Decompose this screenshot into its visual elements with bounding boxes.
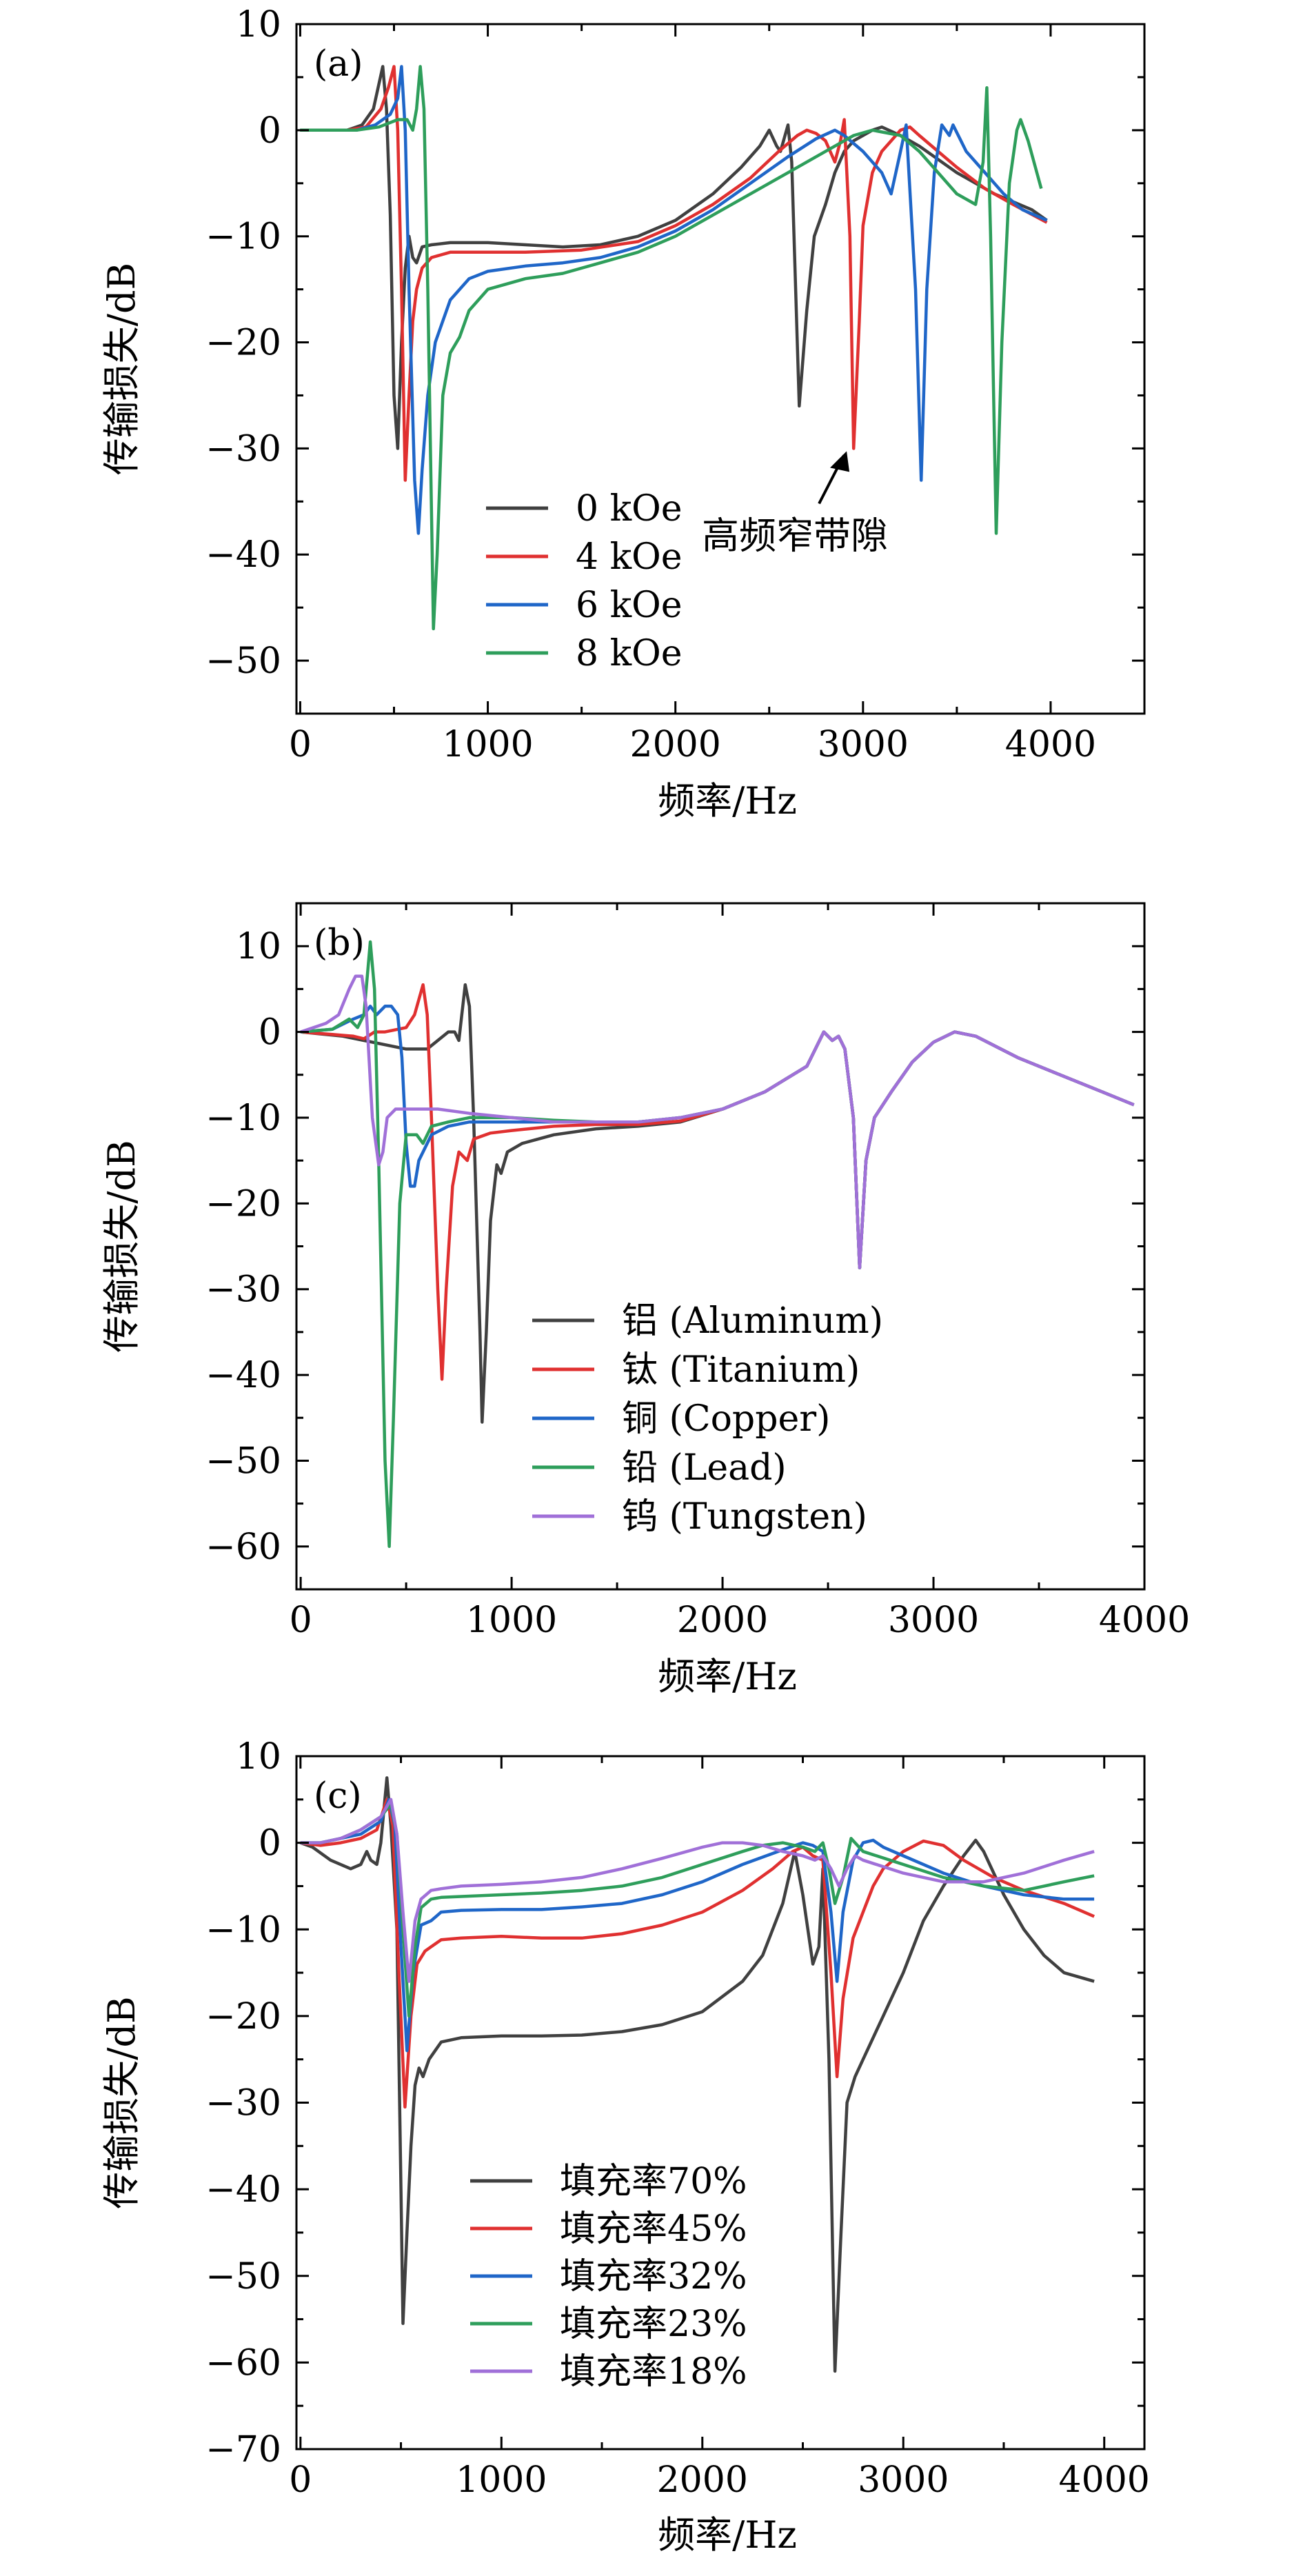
legend-a: 0 kOe 4 kOe 6 kOe 8 kOe (486, 488, 683, 674)
y-tick-label-a: −10 (205, 217, 281, 258)
legend-label-b-5: 钨 (Tungsten) (622, 1496, 867, 1538)
series-line-a-1 (300, 65, 1048, 450)
y-axis-title-a: 传输损失/dB (100, 263, 143, 475)
legend-b: 铝 (Aluminum) 钛 (Titanium) 铜 (Copper) 铅 (Lea… (532, 1300, 883, 1538)
y-tick-label-c: −40 (205, 2169, 281, 2211)
legend-label-b-4: 铅 (Lead) (622, 1447, 787, 1489)
legend-label-b-1: 铝 (Aluminum) (622, 1300, 883, 1342)
x-tick-label-b: 4000 (1099, 1600, 1190, 1641)
y-tick-label-b: −20 (205, 1183, 281, 1225)
y-tick-label-b: −60 (205, 1527, 281, 1568)
chart-panel-b: 0 1000 2000 3000 4000 10 0 −10 −20 −30 −40 −50 −60 频率… (0, 862, 1303, 1724)
series-line-c-1 (300, 1776, 1095, 2373)
x-tick-label-c: 4000 (1059, 2459, 1150, 2501)
legend-label-c-2: 填充率45% (560, 2208, 747, 2250)
x-axis-title-a: 频率/Hz (658, 779, 797, 823)
panel-label-c: (c) (314, 1775, 362, 1817)
legend-label-a-2: 4 kOe (576, 536, 683, 578)
y-tick-label-a: −30 (205, 428, 281, 470)
y-tick-label-a: 0 (259, 110, 281, 152)
series-group-b (300, 940, 1135, 1549)
x-tick-label-c: 0 (289, 2459, 312, 2501)
y-tick-label-a: 10 (236, 4, 281, 46)
legend-label-a-4: 8 kOe (576, 633, 683, 674)
legend-c: 填充率70% 填充率45% 填充率32% 填充率23% 填充率18% (470, 2161, 747, 2393)
x-tick-label-a: 0 (289, 724, 312, 765)
x-tick-label-a: 1000 (442, 724, 533, 765)
y-tick-label-c: 0 (259, 1823, 281, 1864)
series-line-c-2 (300, 1798, 1095, 2109)
x-axis-title-c: 频率/Hz (658, 2513, 797, 2557)
annotation-text: 高频窄带隙 (702, 514, 888, 557)
series-group-c (300, 1776, 1095, 2373)
y-tick-label-b: 0 (259, 1012, 281, 1054)
y-tick-label-a: −20 (205, 323, 281, 364)
x-tick-label-b: 0 (290, 1600, 312, 1641)
chart-svg-c: 0 1000 2000 3000 4000 10 0 −10 −20 −30 −40 −50 −60 −7… (100, 1736, 1150, 2557)
y-tick-label-b: −50 (205, 1440, 281, 1482)
y-tick-label-b: −40 (205, 1355, 281, 1396)
series-line-b-5 (300, 974, 1135, 1269)
series-line-c-3 (300, 1798, 1095, 2053)
x-axis-title-b: 频率/Hz (658, 1655, 797, 1698)
legend-label-a-1: 0 kOe (576, 488, 683, 530)
plot-frame-a (295, 23, 1146, 715)
y-tick-label-b: −10 (205, 1098, 281, 1139)
legend-label-c-3: 填充率32% (560, 2256, 747, 2297)
y-tick-label-b: 10 (236, 926, 281, 967)
y-tick-label-c: −20 (205, 1996, 281, 2037)
x-tick-label-a: 3000 (818, 724, 909, 765)
x-tick-label-a: 2000 (630, 724, 721, 765)
y-tick-label-c: −50 (205, 2256, 281, 2297)
chart-panel-c: 0 1000 2000 3000 4000 10 0 −10 −20 −30 −40 −50 −60 −7… (0, 1724, 1303, 2573)
legend-label-c-1: 填充率70% (560, 2161, 747, 2202)
x-tick-label-b: 1000 (466, 1600, 557, 1641)
chart-panel-a: 0 1000 2000 3000 4000 10 0 −10 −20 −30 −40 −50 频率/Hz… (0, 0, 1303, 862)
y-axis-title-c: 传输损失/dB (100, 1996, 143, 2208)
y-tick-label-c: −60 (205, 2342, 281, 2384)
panel-label-b: (b) (314, 923, 365, 964)
series-group-a (300, 65, 1048, 631)
x-tick-label-c: 2000 (657, 2459, 748, 2501)
y-axis-title-b: 传输损失/dB (100, 1140, 143, 1352)
y-tick-label-b: −30 (205, 1269, 281, 1311)
chart-svg-b: 0 1000 2000 3000 4000 10 0 −10 −20 −30 −40 −50 −60 频率… (100, 902, 1190, 1698)
y-tick-label-a: −50 (205, 641, 281, 682)
y-tick-label-c: −70 (205, 2429, 281, 2471)
legend-label-c-4: 填充率23% (560, 2304, 747, 2345)
x-tick-label-a: 4000 (1005, 724, 1096, 765)
y-tick-label-a: −40 (205, 534, 281, 576)
x-tick-label-c: 3000 (858, 2459, 949, 2501)
y-tick-label-c: 10 (236, 1736, 281, 1778)
series-line-a-3 (300, 65, 1048, 535)
legend-label-a-3: 6 kOe (576, 585, 683, 626)
legend-label-c-5: 填充率18% (560, 2351, 747, 2393)
legend-label-b-2: 钛 (Titanium) (622, 1349, 860, 1391)
x-tick-label-b: 3000 (888, 1600, 979, 1641)
y-tick-label-c: −10 (205, 1909, 281, 1951)
series-line-a-4 (300, 65, 1043, 631)
y-tick-label-c: −30 (205, 2083, 281, 2124)
x-tick-label-b: 2000 (677, 1600, 768, 1641)
chart-svg-a: 0 1000 2000 3000 4000 10 0 −10 −20 −30 −40 −50 频率/Hz… (100, 4, 1146, 823)
annotation-arrow-head (830, 451, 850, 472)
series-line-c-5 (300, 1798, 1095, 1983)
panel-label-a: (a) (314, 43, 363, 85)
x-tick-label-c: 1000 (456, 2459, 547, 2501)
series-line-a-2 (300, 65, 1048, 482)
legend-label-b-3: 铜 (Copper) (622, 1398, 830, 1440)
